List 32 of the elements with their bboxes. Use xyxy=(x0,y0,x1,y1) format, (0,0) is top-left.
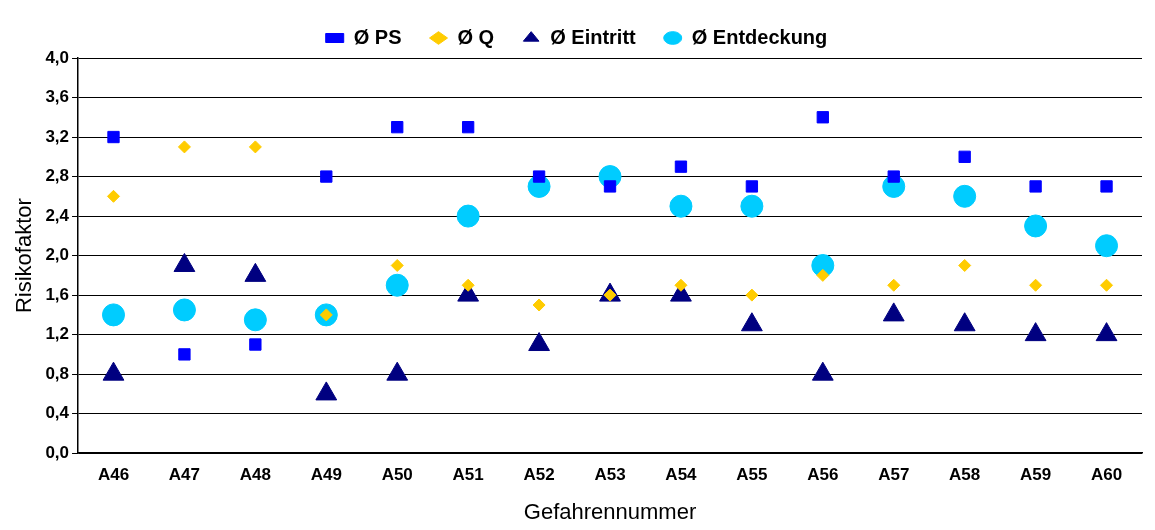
y-tick-label: 1,6 xyxy=(45,284,70,304)
x-tick-label: A46 xyxy=(97,465,130,485)
x-tick-label: A58 xyxy=(949,465,981,485)
x-tick-label: A56 xyxy=(807,465,839,485)
x-tick-label: A53 xyxy=(594,465,626,485)
y-tick-label: 2,8 xyxy=(45,166,70,186)
y-tick-label: 0,0 xyxy=(45,442,70,462)
y-tick-label: 0,4 xyxy=(45,403,70,423)
x-tick-label: A54 xyxy=(665,465,698,485)
y-tick-label: 1,2 xyxy=(45,324,70,344)
y-axis-title: Risikofaktor xyxy=(11,198,37,314)
x-tick-label: A52 xyxy=(523,465,555,485)
y-tick-label: 3,6 xyxy=(45,87,70,107)
legend-label: Ø Entdeckung xyxy=(691,25,828,48)
x-tick-label: A47 xyxy=(168,465,201,485)
y-tick-label: 4,0 xyxy=(45,47,70,67)
legend-label: Ø PS xyxy=(353,25,402,48)
x-tick-label: A57 xyxy=(878,465,910,485)
y-tick-label: 2,0 xyxy=(45,245,70,265)
y-tick-label: 0,8 xyxy=(45,363,70,383)
legend-label: Ø Eintritt xyxy=(550,25,637,48)
x-tick-label: A51 xyxy=(452,465,484,485)
x-tick-label: A55 xyxy=(736,465,768,485)
x-tick-label: A49 xyxy=(310,465,342,485)
legend-label: Ø Q xyxy=(457,25,495,48)
x-tick-label: A50 xyxy=(381,465,413,485)
x-axis-title: Gefahrennummer xyxy=(523,498,697,524)
x-tick-label: A59 xyxy=(1020,465,1052,485)
y-tick-label: 3,2 xyxy=(45,126,70,146)
y-tick-label: 2,4 xyxy=(45,205,70,225)
x-tick-label: A60 xyxy=(1090,465,1123,485)
x-tick-label: A48 xyxy=(239,465,271,485)
